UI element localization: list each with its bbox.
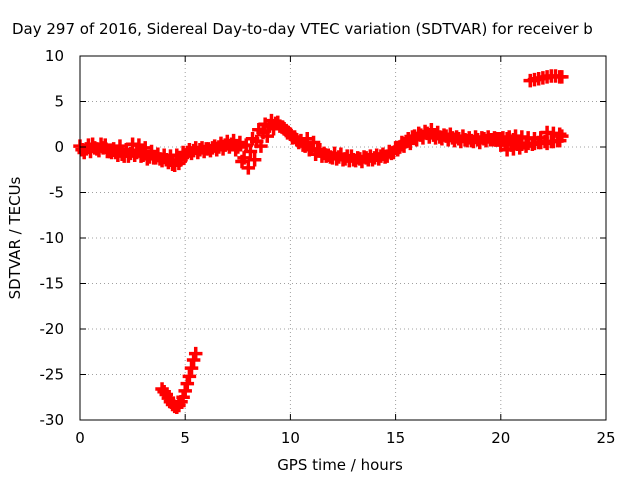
data-point-s3-24	[552, 133, 567, 148]
x-axis-label: GPS time / hours	[277, 456, 403, 474]
y-tick-label-3: -5	[49, 184, 64, 202]
data-point-s2-27	[247, 152, 262, 167]
data-point-s2-24	[228, 142, 243, 157]
data-point-s4-8	[555, 70, 569, 84]
x-tick-label-0: 0	[75, 429, 85, 447]
data-point-s2-32	[279, 123, 293, 138]
grid-lines	[80, 56, 606, 420]
y-tick-label-7: -25	[40, 366, 65, 384]
x-tick-label-5: 25	[596, 429, 615, 447]
data-point-s2-15	[172, 156, 186, 171]
y-tick-label-2: 0	[54, 138, 64, 156]
data-point-s2-49	[386, 145, 401, 160]
x-tick-label-3: 15	[386, 429, 405, 447]
data-point-s5-16	[188, 346, 203, 361]
data-point-s2-50	[393, 140, 407, 154]
x-tick-label-4: 20	[491, 429, 510, 447]
y-tick-label-4: -10	[40, 229, 65, 247]
data-point-s2-26	[241, 161, 256, 175]
axis-ticks: 0 5 10 15 20 25 10 5 0 -5 -10 -15 -20 -25 -30	[40, 47, 616, 447]
data-point-s1-28	[252, 122, 266, 137]
plot-frame	[79, 55, 607, 421]
data-point-s1-26	[239, 138, 253, 152]
y-tick-label-8: -30	[40, 411, 65, 429]
data-point-s5-13	[182, 369, 197, 384]
data-point-s5-11	[178, 384, 192, 398]
chart-title: Day 297 of 2016, Sidereal Day-to-day VTE…	[12, 20, 593, 38]
data-point-s5-14	[184, 361, 199, 375]
y-tick-label-5: -15	[40, 275, 65, 293]
data-points	[73, 69, 569, 415]
y-tick-label-0: 10	[45, 47, 64, 65]
data-point-s2-25	[235, 154, 249, 169]
y-axis-label: SDTVAR / TECUs	[6, 176, 24, 299]
data-point-s1-27	[245, 132, 260, 146]
y-tick-label-6: -20	[40, 320, 65, 338]
x-tick-label-2: 10	[281, 429, 300, 447]
data-point-s2-29	[260, 129, 275, 143]
data-point-s2-28	[254, 139, 268, 153]
y-tick-label-1: 5	[54, 93, 64, 111]
data-point-s5-12	[180, 376, 195, 391]
x-tick-label-1: 5	[180, 429, 190, 447]
